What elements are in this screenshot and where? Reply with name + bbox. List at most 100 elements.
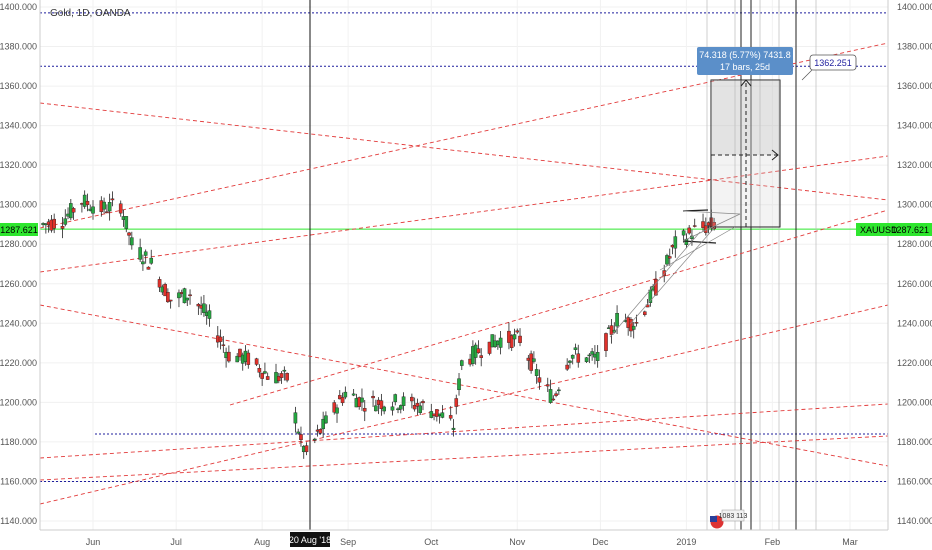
candle-body	[534, 369, 539, 376]
date-tag-label: 20 Aug '18	[289, 535, 331, 545]
candle-body	[393, 394, 398, 403]
candle-body	[299, 434, 303, 441]
y-tick-right: 1340.000	[897, 121, 932, 131]
left-price-label: 1287.621	[0, 225, 38, 235]
candle-body	[149, 257, 154, 264]
candle-body	[293, 412, 298, 424]
y-tick-right: 1220.000	[897, 358, 932, 368]
triangle-bottom-line	[682, 240, 717, 244]
measure-label: 74.318 (5.77%) 7431.8 17 bars, 25d	[697, 47, 793, 75]
candle-body	[451, 427, 456, 430]
candle-body	[515, 330, 520, 333]
candle-body	[335, 407, 339, 414]
candle-body	[91, 206, 95, 214]
candle-body	[692, 225, 697, 227]
y-tick-right: 1260.000	[897, 279, 932, 289]
triangle-top-line	[682, 209, 709, 212]
candle-body	[440, 412, 445, 418]
rally-channel-line	[609, 231, 701, 338]
candle-body	[141, 261, 145, 265]
candle-body	[415, 402, 420, 407]
triangle-edge	[682, 210, 741, 215]
candle-body	[254, 358, 259, 365]
x-tick-label: Jul	[170, 537, 182, 547]
candle-body	[321, 418, 325, 430]
candle-body	[412, 405, 417, 410]
x-tick-label: Aug	[254, 537, 270, 547]
candle-body	[604, 333, 608, 351]
candle-body	[448, 415, 453, 419]
candle-body	[401, 396, 406, 406]
candle-body	[143, 251, 148, 256]
candle-body	[362, 408, 367, 412]
candle-body	[177, 292, 181, 299]
y-tick-right: 1300.000	[897, 200, 932, 210]
candle-body	[332, 402, 337, 413]
candle-body	[127, 232, 131, 236]
y-tick-right: 1140.000	[897, 516, 932, 526]
candle-body	[687, 227, 691, 234]
candle-body	[257, 368, 262, 373]
candle-body	[704, 225, 708, 233]
candle-body	[238, 348, 242, 358]
measure-label-line1: 74.318 (5.77%) 7431.8	[699, 50, 791, 60]
y-tick-right: 1280.000	[897, 239, 932, 249]
y-tick-right: 1200.000	[897, 397, 932, 407]
candle-body	[282, 369, 287, 372]
candle-body	[398, 405, 403, 410]
y-tick-right: 1320.000	[897, 160, 932, 170]
candle-body	[71, 208, 76, 213]
candle-body	[498, 337, 503, 348]
trend-line	[39, 435, 889, 481]
candle-body	[643, 311, 647, 315]
candle-body	[435, 409, 439, 417]
y-tick-right: 1180.000	[897, 437, 932, 447]
candle-body	[631, 325, 636, 330]
right-price-label: 1287.621	[891, 225, 929, 235]
y-tick-right: 1380.000	[897, 42, 932, 52]
candle-body	[568, 360, 572, 363]
candle-body	[82, 194, 87, 207]
rally-channel-line	[659, 226, 736, 271]
candlesticks	[41, 190, 716, 459]
candle-body	[576, 353, 581, 363]
candle-body	[221, 344, 226, 346]
candle-body	[218, 336, 223, 342]
measure-arrowhead-up	[740, 79, 752, 87]
y-tick-left: 1180.000	[0, 437, 37, 447]
y-tick-left: 1260.000	[0, 279, 37, 289]
candle-body	[227, 351, 231, 362]
candle-body	[509, 335, 514, 348]
x-tick-label: Dec	[592, 537, 609, 547]
candle-body	[554, 393, 558, 396]
candle-body	[595, 352, 600, 361]
candle-body	[263, 371, 267, 374]
y-tick-left: 1280.000	[0, 239, 37, 249]
trend-line	[39, 403, 889, 459]
candle-body	[459, 360, 464, 366]
y-tick-left: 1160.000	[0, 476, 37, 486]
y-tick-left: 1400.000	[0, 2, 37, 12]
candle-body	[313, 438, 317, 441]
trend-line	[39, 304, 889, 467]
y-tick-left: 1220.000	[0, 358, 37, 368]
triangle-edge	[682, 213, 741, 242]
candle-body	[260, 373, 264, 379]
x-tick-label: Jun	[86, 537, 101, 547]
candle-body	[168, 299, 173, 302]
candle-body	[324, 415, 328, 424]
candle-body	[246, 352, 251, 365]
candle-body	[629, 318, 633, 332]
x-tick-label: Feb	[765, 537, 781, 547]
candle-body	[654, 279, 658, 296]
candle-body	[318, 429, 323, 434]
candle-body	[279, 373, 284, 378]
candle-body	[351, 393, 356, 396]
candle-body	[182, 288, 187, 304]
candle-body	[202, 303, 206, 313]
candle-body	[304, 445, 309, 453]
chart-title: Gold, 1D, OANDA	[50, 8, 131, 19]
y-tick-right: 1160.000	[897, 476, 932, 486]
